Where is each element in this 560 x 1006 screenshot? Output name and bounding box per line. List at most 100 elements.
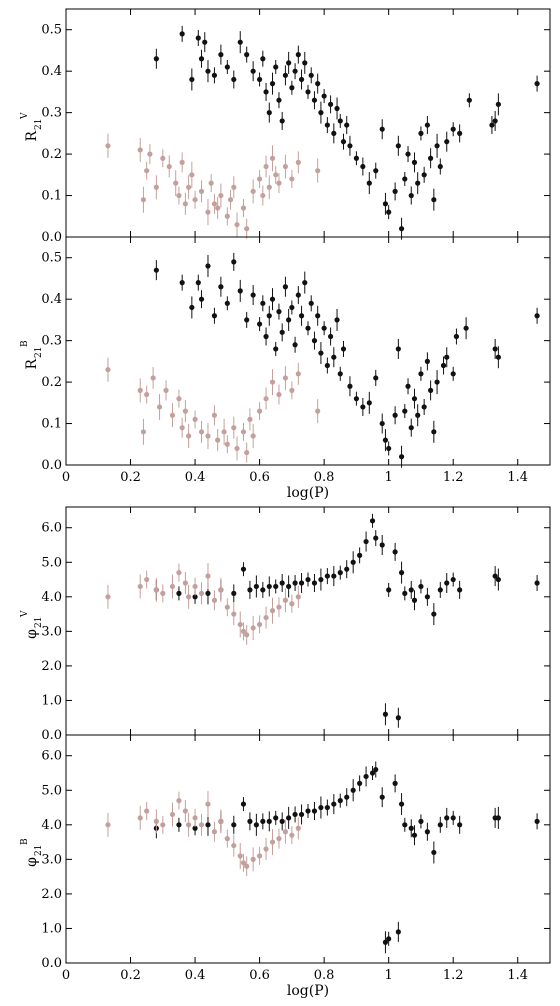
data-point (289, 832, 295, 838)
data-point (428, 387, 434, 393)
y-tick-label: 1.0 (41, 693, 62, 708)
data-point (344, 794, 350, 800)
data-point (205, 263, 211, 269)
data-point (205, 209, 211, 215)
data-point (263, 614, 269, 621)
data-point (221, 429, 227, 435)
data-point (224, 604, 230, 610)
data-point (395, 143, 401, 149)
data-point (408, 425, 414, 431)
data-point (292, 580, 298, 586)
data-point (324, 573, 330, 579)
data-point (205, 573, 211, 579)
data-point (418, 130, 424, 136)
data-point (492, 573, 498, 579)
data-point (411, 396, 418, 402)
data-point (286, 583, 292, 590)
data-point (105, 594, 111, 600)
y-tick-label: 0.2 (41, 147, 62, 162)
data-point (153, 587, 159, 593)
data-point (289, 85, 295, 91)
x-tick-label: 0 (62, 968, 70, 983)
panel-r21-b: 0.0 0.1 0.2 0.3 0.4 0.5 0 0.2 0.4 0.6 0.8 1 1.2 1.4 lo… (20, 236, 551, 501)
x-tick-label: 0 (62, 470, 70, 485)
y-tick-label: 0.0 (41, 956, 62, 971)
data-point (392, 780, 398, 786)
y-tick-label: 0.5 (41, 23, 62, 38)
data-point (408, 192, 414, 199)
data-point (492, 346, 498, 352)
data-point (428, 155, 434, 161)
x-tick-label: 0.2 (120, 968, 141, 983)
y-tick-label: 6.0 (41, 521, 62, 536)
data-point (366, 180, 372, 186)
data-point (411, 159, 418, 165)
data-point (260, 192, 266, 199)
data-point (153, 184, 159, 190)
data-point (247, 818, 253, 824)
data-point (137, 815, 143, 821)
data-point (440, 362, 447, 369)
data-point (273, 815, 279, 821)
data-point (308, 72, 314, 78)
x-tick-label: 1 (385, 968, 393, 983)
data-point (189, 172, 195, 178)
y-tick-label: 0.0 (41, 458, 62, 473)
data-point (263, 89, 269, 95)
data-point (266, 184, 272, 190)
data-point (240, 860, 247, 866)
data-point (405, 383, 411, 389)
data-point (195, 35, 201, 41)
data-point (250, 292, 256, 298)
data-point (269, 81, 276, 87)
data-point (231, 259, 237, 265)
data-point (305, 576, 311, 583)
data-point (392, 188, 398, 194)
data-point (160, 155, 166, 161)
data-point (276, 604, 282, 610)
y-axis-label-sup: V (20, 610, 30, 618)
data-point (279, 118, 285, 124)
data-point (331, 354, 337, 360)
data-point (340, 346, 347, 352)
x-tick-label: 0.2 (120, 470, 141, 485)
data-point (244, 317, 250, 323)
data-point (273, 172, 279, 178)
data-point (266, 818, 272, 824)
data-point (334, 317, 340, 323)
data-point (379, 126, 385, 132)
data-point (211, 412, 218, 418)
data-point (179, 159, 185, 165)
y-tick-label: 0.2 (41, 375, 62, 390)
data-point (273, 64, 279, 70)
data-point (398, 226, 405, 232)
data-point (444, 580, 450, 586)
data-point (186, 822, 192, 828)
data-point (295, 292, 301, 298)
y-tick-label: 0.1 (41, 417, 62, 432)
y-tick-label: 4.0 (41, 818, 62, 833)
data-point (450, 815, 456, 821)
data-point (302, 280, 308, 286)
data-point (366, 400, 372, 406)
data-point (263, 163, 269, 170)
data-point (292, 68, 298, 74)
y-tick-label: 5.0 (41, 555, 62, 570)
data-point (318, 576, 324, 583)
data-point (140, 197, 147, 203)
data-point (105, 822, 111, 828)
data-point (308, 300, 314, 306)
data-point (360, 163, 366, 170)
data-point (182, 580, 188, 586)
data-point (363, 773, 369, 780)
data-point (411, 597, 418, 603)
plot-frame (65, 506, 551, 736)
data-point (156, 404, 163, 410)
data-point (192, 594, 198, 600)
data-point (244, 226, 250, 232)
data-point (289, 601, 295, 607)
data-point (176, 570, 182, 576)
data-point (250, 68, 256, 74)
data-point (260, 56, 266, 62)
data-point (224, 213, 230, 219)
